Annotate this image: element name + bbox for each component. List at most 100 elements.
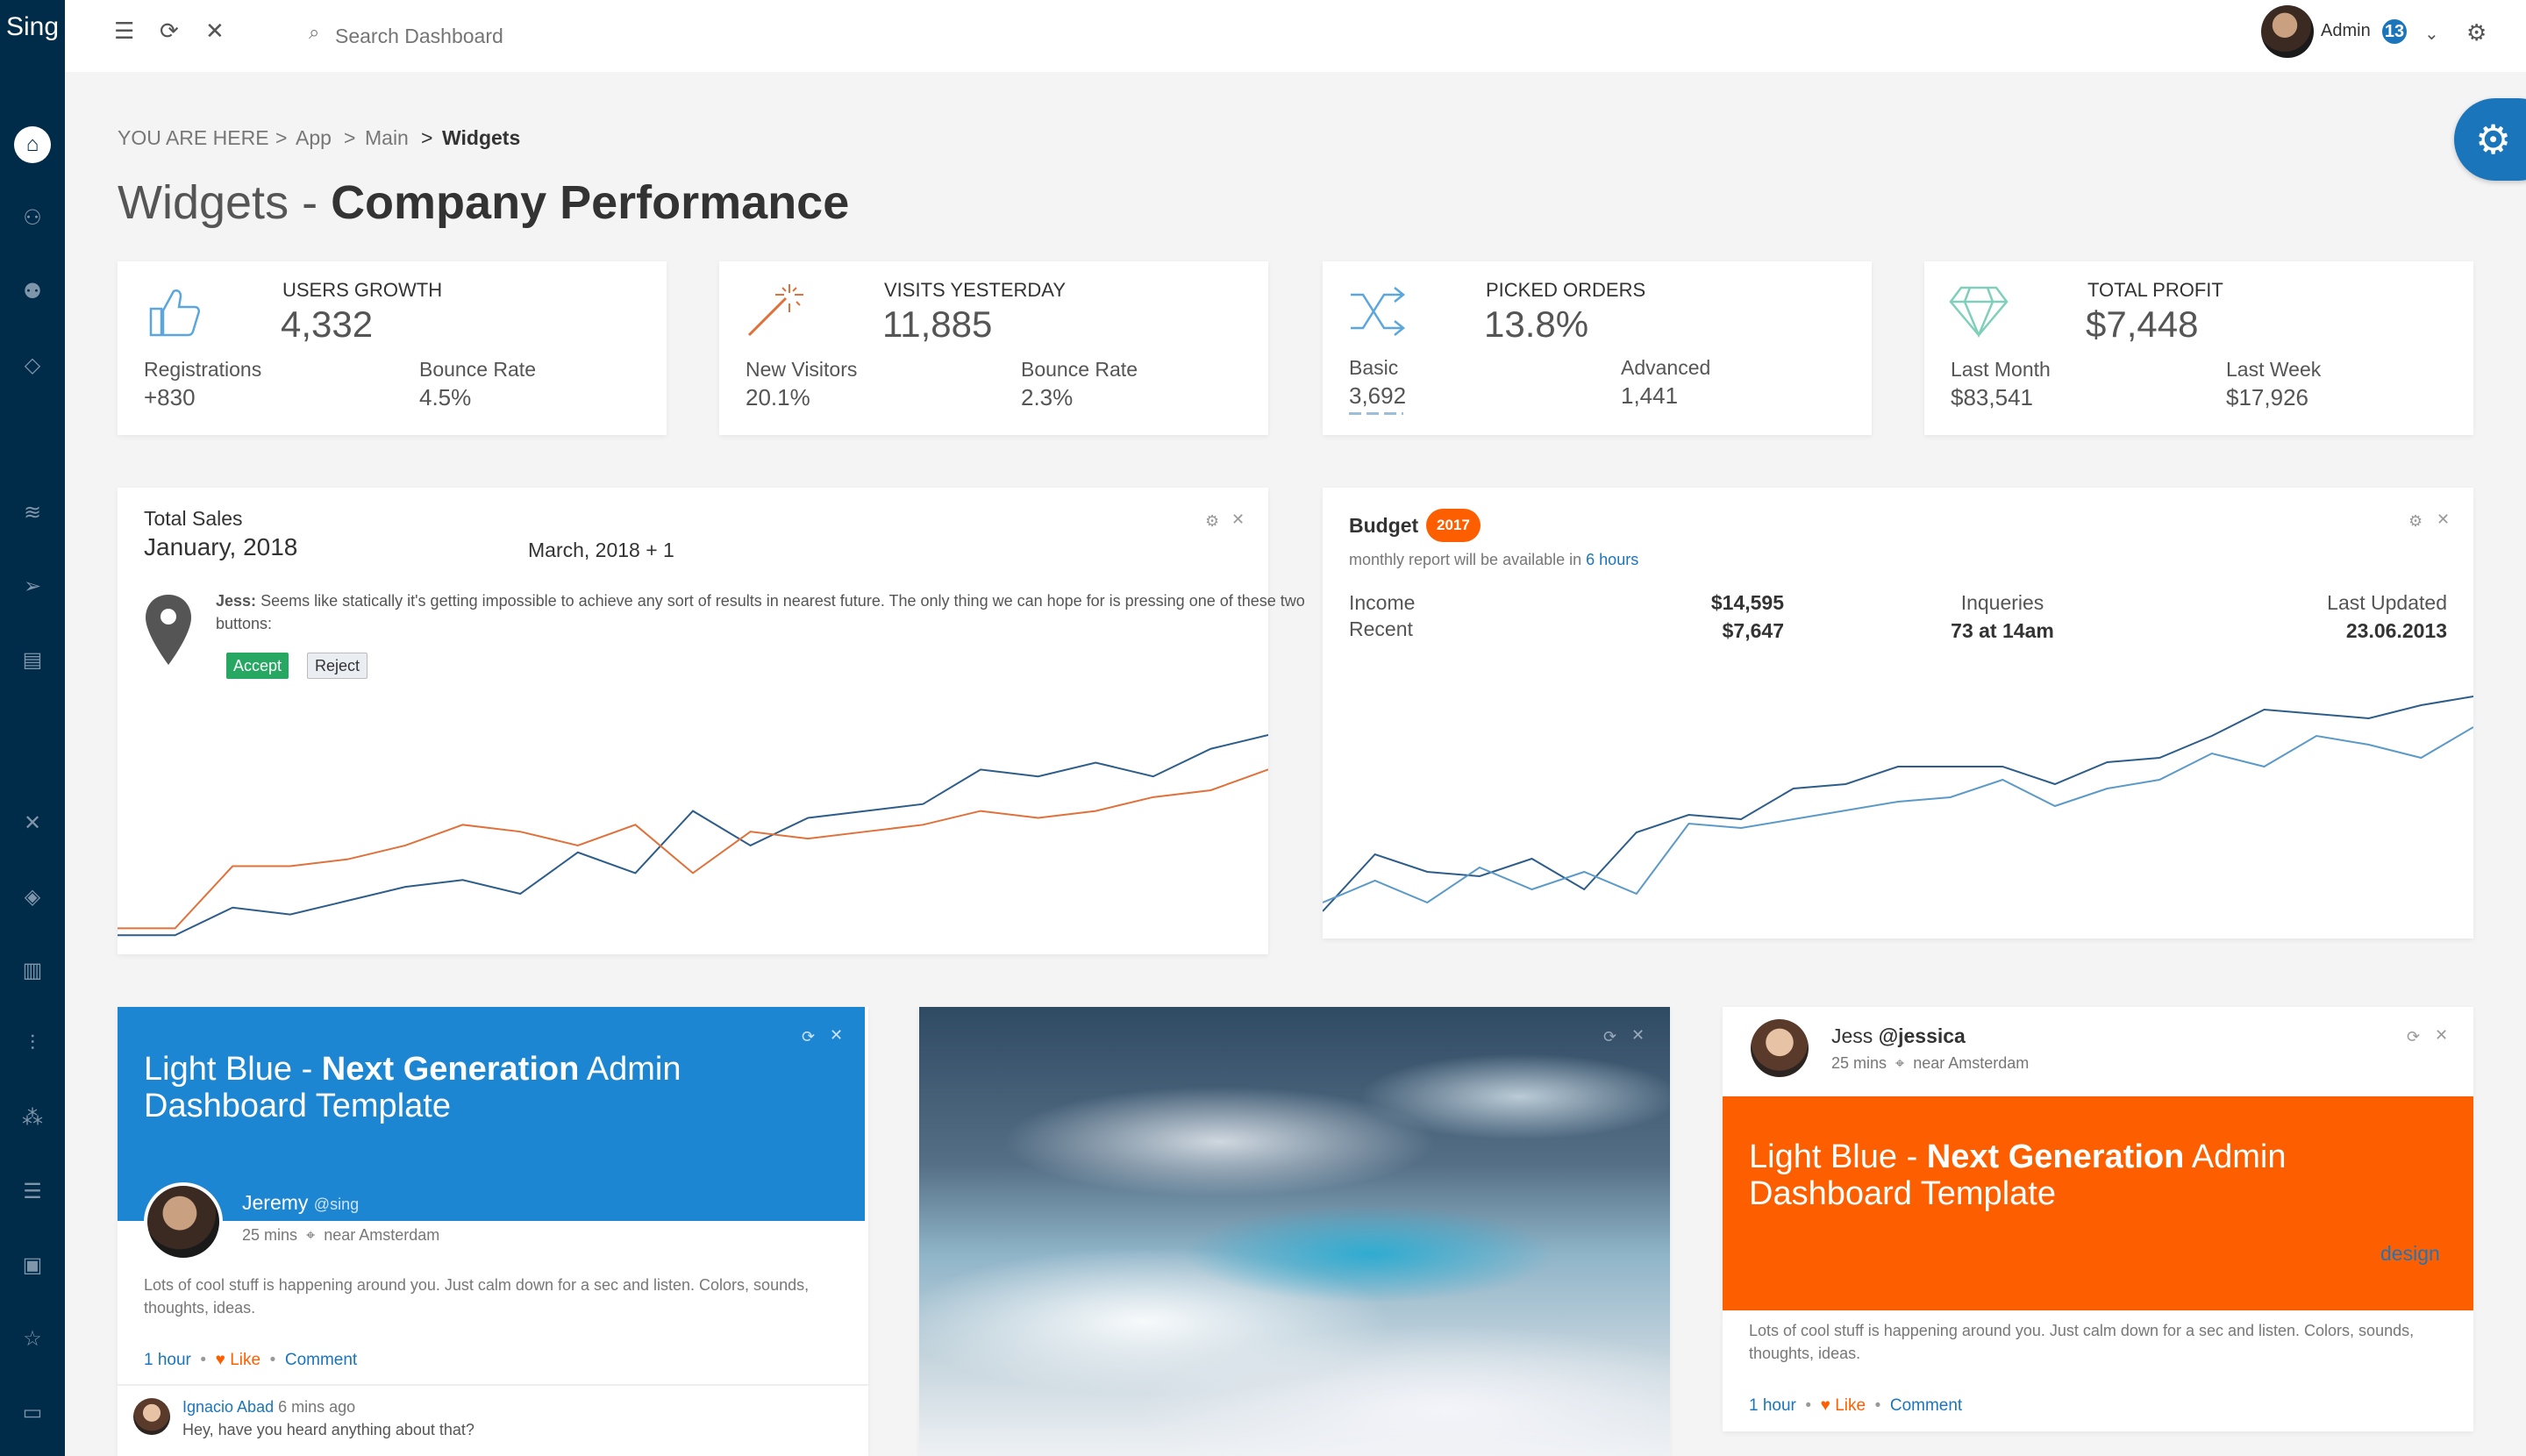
search-input[interactable] (335, 19, 598, 53)
chevron-down-icon[interactable]: ⌄ (2424, 25, 2439, 44)
sky-image: ⟳ ✕ (919, 1007, 1670, 1456)
menu-icon[interactable]: ☰ (114, 18, 135, 44)
recent-value: $7,647 (1722, 619, 1784, 642)
close-icon[interactable]: ✕ (830, 1026, 844, 1044)
time-link[interactable]: 1 hour (1749, 1396, 1796, 1415)
breadcrumb-app[interactable]: App (296, 126, 332, 149)
settings-icon[interactable]: ⚙ (2408, 512, 2423, 530)
avatar[interactable] (1751, 1019, 1809, 1077)
series-line-2 (1323, 726, 2473, 904)
total-sales-widget: Total Sales January, 2018 March, 2018 + … (118, 488, 1305, 954)
budget-subtitle: monthly report will be available in 6 ho… (1349, 551, 1639, 568)
home-icon[interactable]: ⌂ (14, 126, 51, 163)
time-link[interactable]: 1 hour (144, 1351, 191, 1369)
refresh-icon[interactable]: ⟳ (2407, 1028, 2421, 1046)
post-hero-title: Light Blue - Next Generation Admin Dashb… (1749, 1138, 2287, 1212)
breadcrumb-main[interactable]: Main (365, 126, 409, 149)
database-icon[interactable]: ≋ (23, 500, 42, 525)
sales-date: January, 2018 (144, 533, 298, 560)
stat-title: TOTAL PROFIT (2087, 279, 2223, 301)
avatar[interactable] (2261, 5, 2314, 58)
income-label: Income (1349, 591, 1416, 614)
document-icon[interactable]: ▤ (22, 647, 43, 672)
stat-card-visits: VISITS YESTERDAY 11,885 New Visitors 20.… (719, 261, 1268, 435)
stat-sub-value: 3,692 (1349, 382, 1407, 409)
file-icon[interactable]: ▥ (22, 958, 43, 982)
list-icon[interactable]: ☰ (23, 1179, 42, 1203)
stat-label: Registrations (144, 358, 262, 381)
series-line-2 (118, 768, 1268, 930)
series-line-1 (118, 734, 1268, 937)
close-icon[interactable]: ✕ (2437, 510, 2451, 528)
divider (118, 1384, 868, 1386)
box-icon[interactable]: ▣ (22, 1253, 43, 1277)
stat-sub-value: +830 (144, 384, 196, 410)
app-logo[interactable]: Sing (5, 12, 60, 41)
stat-label: New Visitors (746, 358, 858, 381)
comment-link[interactable]: Comment (284, 1351, 358, 1369)
diamond-nav-icon[interactable]: ◇ (24, 353, 41, 377)
widget-title: Budget (1349, 514, 1419, 537)
refresh-icon[interactable]: ⟳ (802, 1028, 816, 1046)
close-icon[interactable]: ✕ (205, 18, 225, 44)
stat-title: USERS GROWTH (282, 279, 443, 301)
star-icon[interactable]: ☆ (23, 1326, 42, 1351)
accept-button[interactable]: Accept (226, 653, 289, 679)
stat-sub-value: 4.5% (419, 384, 472, 410)
tag-link[interactable]: design (2380, 1242, 2440, 1265)
stat-label: Bounce Rate (1021, 358, 1138, 381)
like-link[interactable]: ♥ Like (215, 1351, 261, 1369)
search-icon: ⌕ (309, 21, 320, 43)
refresh-icon[interactable]: ⟳ (1603, 1028, 1617, 1046)
stat-label: Last Month (1951, 358, 2051, 381)
refresh-icon[interactable]: ⟳ (160, 18, 179, 44)
heart-icon: ♥ (1820, 1396, 1830, 1415)
last-updated-label: Last Updated (2327, 591, 2447, 614)
author-name[interactable]: Jess @jessica (1831, 1024, 1966, 1047)
diamond-icon (1949, 286, 2009, 339)
users-icon[interactable]: ⚉ (23, 279, 42, 303)
stat-sub-value: 1,441 (1621, 382, 1679, 409)
stat-label: Last Week (2226, 358, 2322, 381)
widget-title: Total Sales (144, 507, 243, 530)
reject-button[interactable]: Reject (307, 653, 368, 679)
mini-progress (1349, 412, 1403, 415)
stat-card-profit: TOTAL PROFIT $7,448 Last Month $83,541 L… (1924, 261, 2473, 435)
breadcrumb-sep: > (275, 126, 288, 149)
comment-link[interactable]: Comment (1889, 1396, 1963, 1415)
close-icon[interactable]: ✕ (1231, 510, 1245, 528)
user-name[interactable]: Admin (2321, 21, 2371, 40)
avatar[interactable] (144, 1182, 223, 1261)
settings-icon[interactable]: ⚙ (2466, 19, 2487, 46)
sliders-icon[interactable]: ⫶ (30, 1031, 35, 1055)
notification-badge[interactable]: 13 (2380, 18, 2408, 46)
close-icon[interactable]: ✕ (1631, 1026, 1645, 1044)
settings-icon[interactable]: ⚙ (1205, 512, 1220, 530)
stat-title: PICKED ORDERS (1486, 279, 1646, 301)
stat-value: 13.8% (1484, 303, 1589, 345)
like-link[interactable]: ♥ Like (1820, 1396, 1866, 1415)
post-meta: 25 mins ⌖ near Amsterdam (1831, 1054, 2030, 1072)
layers-icon[interactable]: ◈ (24, 884, 41, 909)
theme-settings-button[interactable]: ⚙ (2454, 98, 2526, 181)
post-actions: 1 hour • ♥ Like • Comment (1749, 1396, 1963, 1415)
author-name[interactable]: Jeremy @sing (242, 1191, 360, 1214)
stat-sub-value: 20.1% (746, 384, 810, 410)
stat-label: Advanced (1621, 356, 1711, 379)
breadcrumb-sep: > (344, 126, 356, 149)
budget-widget: Budget 2017 monthly report will be avail… (1323, 488, 2473, 939)
stat-card-users: USERS GROWTH 4,332 Registrations +830 Bo… (118, 261, 667, 435)
send-icon[interactable]: ➢ (23, 574, 42, 598)
stat-value: $7,448 (2086, 303, 2199, 345)
hours-link[interactable]: 6 hours (1586, 551, 1639, 568)
post-hero-title: Light Blue - Next Generation Admin Dashb… (144, 1051, 681, 1124)
grid-icon[interactable]: ⁂ (22, 1105, 43, 1130)
post-hero (118, 1007, 865, 1221)
comment-avatar[interactable] (133, 1398, 170, 1435)
inquiries-value: 73 at 14am (1951, 619, 2054, 642)
post-body: Lots of cool stuff is happening around y… (144, 1276, 810, 1317)
user-icon[interactable]: ⚇ (23, 205, 42, 230)
network-icon[interactable]: ✕ (23, 810, 42, 835)
close-icon[interactable]: ✕ (2435, 1026, 2449, 1044)
folder-icon[interactable]: ▭ (22, 1400, 43, 1424)
